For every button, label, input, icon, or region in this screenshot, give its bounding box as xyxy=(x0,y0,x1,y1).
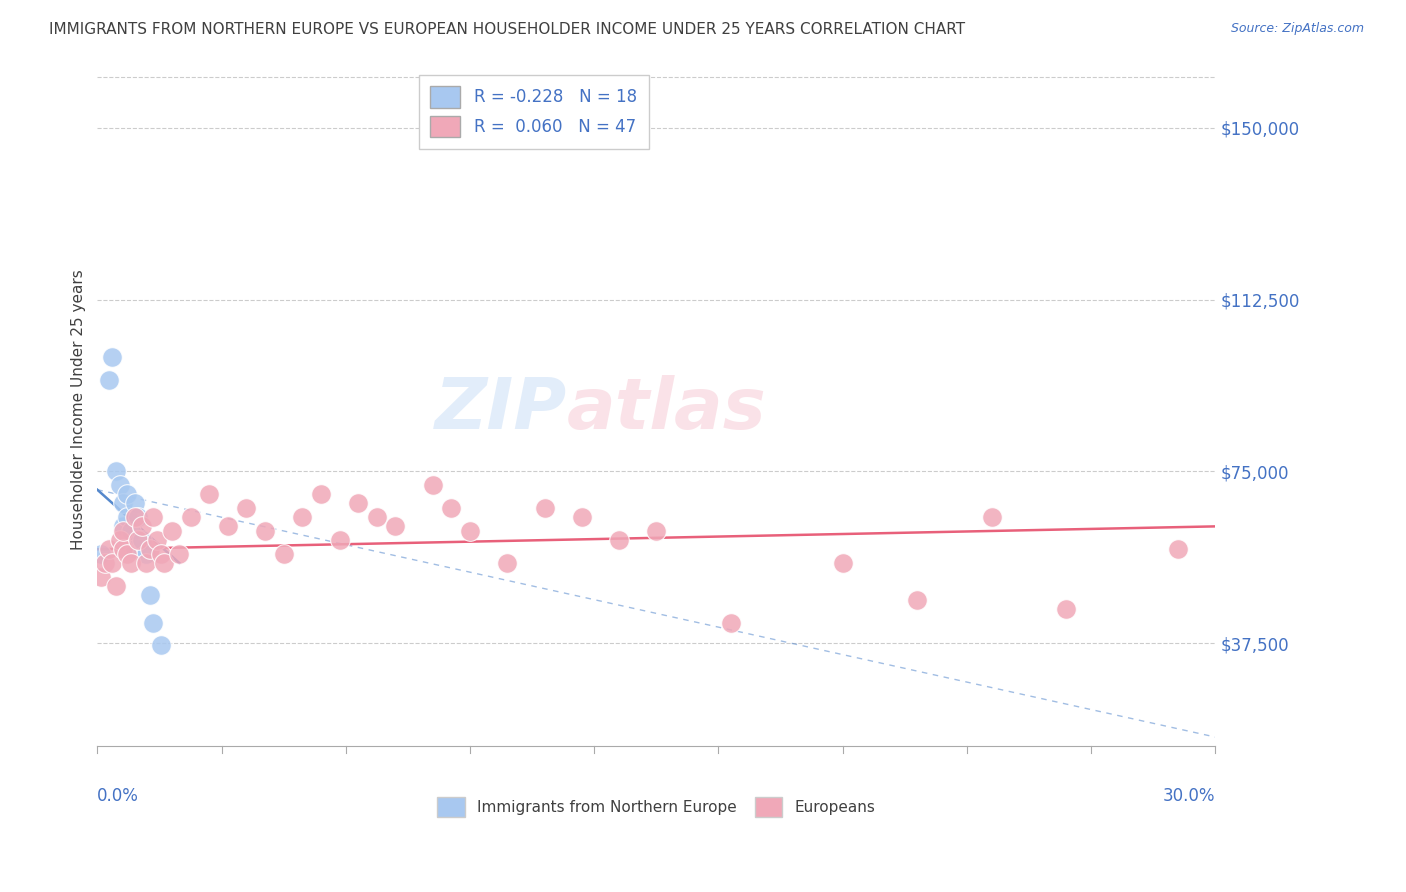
Point xyxy=(235,501,257,516)
Point xyxy=(645,524,668,538)
Point xyxy=(138,588,160,602)
Y-axis label: Householder Income Under 25 years: Householder Income Under 25 years xyxy=(72,269,86,550)
Point xyxy=(104,465,127,479)
Point xyxy=(131,533,153,548)
Point xyxy=(254,524,277,538)
Point xyxy=(135,547,157,561)
Point xyxy=(571,510,593,524)
Point xyxy=(138,542,160,557)
Point xyxy=(309,487,332,501)
Point xyxy=(496,556,519,570)
Text: ZIP: ZIP xyxy=(434,376,567,444)
Legend: Immigrants from Northern Europe, Europeans: Immigrants from Northern Europe, Europea… xyxy=(432,791,882,822)
Point xyxy=(108,478,131,492)
Point xyxy=(720,615,742,630)
Point xyxy=(115,547,138,561)
Point xyxy=(120,524,142,538)
Point xyxy=(101,556,124,570)
Point xyxy=(169,547,191,561)
Point xyxy=(112,519,135,533)
Point xyxy=(366,510,388,524)
Point xyxy=(97,373,120,387)
Point xyxy=(120,556,142,570)
Point xyxy=(384,519,406,533)
Point xyxy=(104,579,127,593)
Point xyxy=(180,510,202,524)
Point xyxy=(980,510,1002,524)
Point xyxy=(146,533,169,548)
Point xyxy=(153,556,176,570)
Point xyxy=(90,570,112,584)
Point xyxy=(160,524,183,538)
Point xyxy=(94,556,117,570)
Point xyxy=(127,510,149,524)
Point xyxy=(1054,602,1077,616)
Point xyxy=(127,533,149,548)
Point xyxy=(97,542,120,557)
Point xyxy=(291,510,314,524)
Point xyxy=(198,487,221,501)
Point xyxy=(135,556,157,570)
Point xyxy=(217,519,239,533)
Point xyxy=(115,487,138,501)
Point xyxy=(149,547,172,561)
Point xyxy=(112,524,135,538)
Point xyxy=(533,501,555,516)
Point xyxy=(90,547,112,561)
Point xyxy=(124,496,146,510)
Point xyxy=(108,533,131,548)
Point xyxy=(131,519,153,533)
Point xyxy=(112,542,135,557)
Point xyxy=(458,524,481,538)
Point xyxy=(831,556,853,570)
Point xyxy=(329,533,352,548)
Text: 30.0%: 30.0% xyxy=(1163,787,1215,805)
Point xyxy=(422,478,444,492)
Point xyxy=(347,496,370,510)
Point xyxy=(112,496,135,510)
Point xyxy=(440,501,463,516)
Point xyxy=(124,510,146,524)
Point xyxy=(101,350,124,364)
Point xyxy=(115,510,138,524)
Text: Source: ZipAtlas.com: Source: ZipAtlas.com xyxy=(1230,22,1364,36)
Point xyxy=(905,592,928,607)
Text: 0.0%: 0.0% xyxy=(97,787,139,805)
Point xyxy=(142,510,165,524)
Point xyxy=(149,639,172,653)
Text: atlas: atlas xyxy=(567,376,766,444)
Point xyxy=(142,615,165,630)
Point xyxy=(273,547,295,561)
Point xyxy=(1167,542,1189,557)
Text: IMMIGRANTS FROM NORTHERN EUROPE VS EUROPEAN HOUSEHOLDER INCOME UNDER 25 YEARS CO: IMMIGRANTS FROM NORTHERN EUROPE VS EUROP… xyxy=(49,22,966,37)
Point xyxy=(124,542,146,557)
Point xyxy=(607,533,630,548)
